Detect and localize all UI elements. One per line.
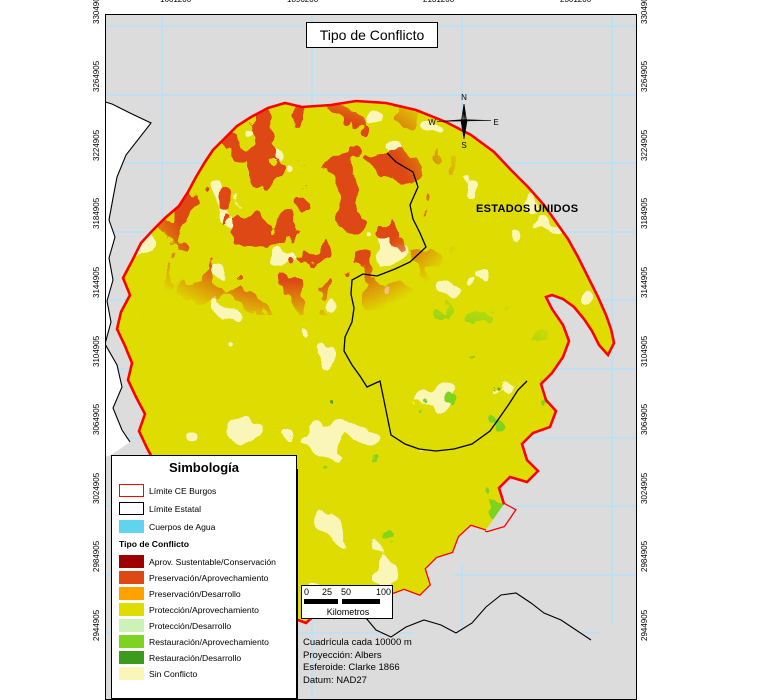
svg-text:S: S	[461, 141, 466, 150]
svg-text:N: N	[461, 93, 467, 102]
svg-text:E: E	[493, 118, 498, 127]
svg-text:W: W	[428, 118, 436, 127]
